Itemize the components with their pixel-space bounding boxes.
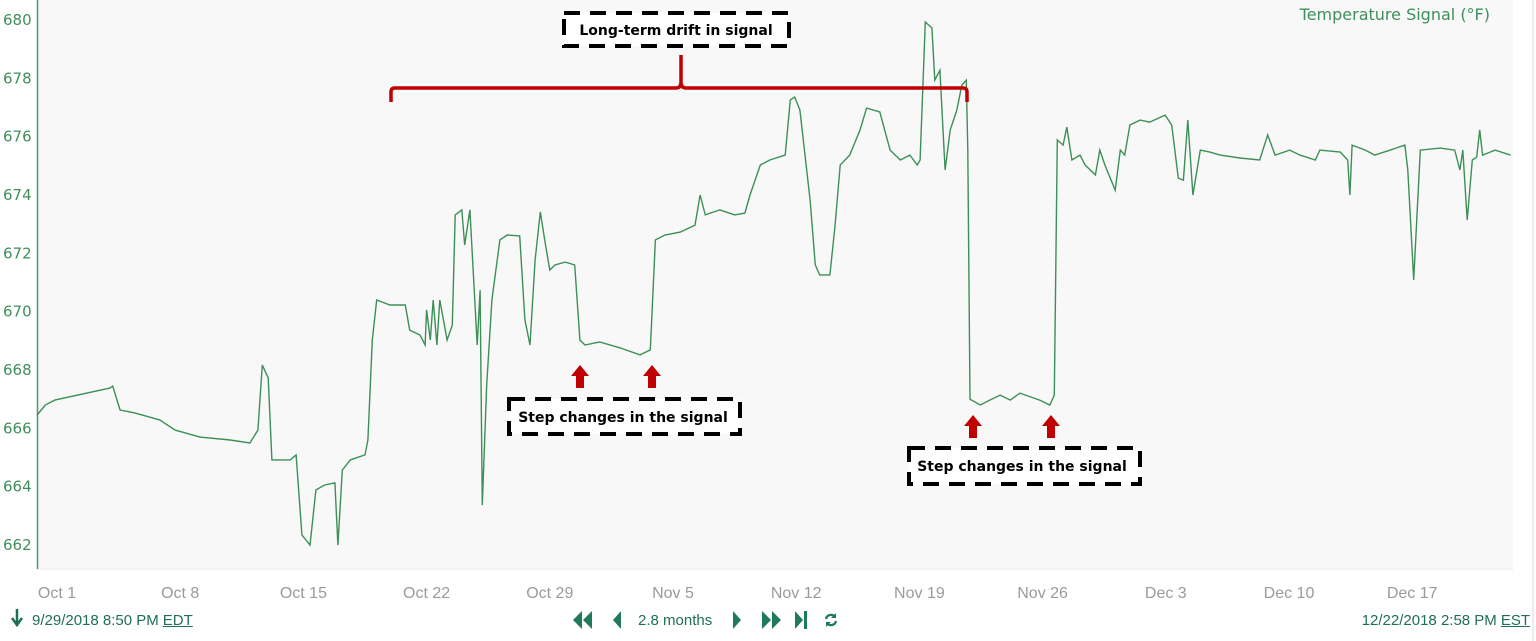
start-time-display: 9/29/2018 8:50 PM EDT [10, 608, 193, 633]
end-timezone-link[interactable]: EST [1500, 611, 1530, 629]
arrow-up-icon [1042, 415, 1060, 438]
x-tick-label: Oct 8 [161, 585, 199, 602]
x-tick-label: Oct 1 [38, 585, 76, 602]
step-label-1: Step changes in the signal [518, 410, 728, 426]
y-tick-label: 672 [3, 244, 32, 262]
end-time-display: 12/22/2018 2:58 PM EST [1362, 609, 1530, 631]
series-line [36, 20, 1511, 547]
arrow-up-icon [571, 365, 589, 388]
x-tick-label: Nov 26 [1017, 585, 1068, 602]
rewind-icon[interactable] [570, 610, 596, 630]
chart-title: Temperature Signal (°F) [1299, 5, 1490, 24]
x-tick-label: Oct 15 [280, 585, 327, 602]
download-arrow-icon[interactable] [10, 608, 24, 633]
y-tick-label: 662 [3, 536, 32, 554]
start-timezone-link[interactable]: EDT [162, 611, 193, 629]
end-time: 12/22/2018 2:58 PM [1361, 611, 1497, 629]
step-annotation-2: Step changes in the signal [907, 415, 1142, 486]
x-tick-label: Dec 3 [1145, 585, 1187, 602]
x-tick-label: Dec 17 [1387, 585, 1438, 602]
y-tick-label: 666 [3, 419, 32, 437]
refresh-icon[interactable] [824, 612, 838, 628]
start-time: 9/29/2018 8:50 PM [32, 611, 159, 629]
y-tick-label: 674 [3, 186, 32, 204]
fast-forward-icon[interactable] [760, 610, 784, 630]
x-tick-label: Dec 10 [1264, 585, 1315, 602]
step-label-2: Step changes in the signal [917, 459, 1127, 475]
arrow-up-icon [964, 415, 982, 438]
time-range-label[interactable]: 2.8 months [638, 611, 713, 629]
y-tick-label: 668 [3, 361, 32, 379]
x-tick-label: Nov 5 [652, 585, 694, 602]
step-annotation-1: Step changes in the signal [507, 365, 742, 436]
jump-to-end-icon[interactable] [794, 610, 808, 630]
step-forward-icon[interactable] [732, 610, 742, 630]
plot-area [37, 0, 1513, 569]
step-label-box-1 [507, 397, 742, 436]
drift-label: Long-term drift in signal [579, 23, 772, 39]
drift-label-box [562, 11, 791, 48]
time-navigation: 2.8 months [570, 609, 838, 631]
x-tick-label: Nov 12 [771, 585, 822, 602]
y-tick-label: 670 [3, 303, 32, 321]
y-tick-label: 664 [3, 478, 32, 496]
x-tick-label: Oct 22 [403, 585, 450, 602]
y-tick-label: 676 [3, 128, 32, 146]
drift-annotation: Long-term drift in signal [389, 11, 969, 102]
step-back-icon[interactable] [612, 610, 622, 630]
arrow-up-icon [643, 365, 661, 388]
x-tick-label: Oct 29 [526, 585, 573, 602]
drift-bracket [389, 55, 969, 102]
y-tick-label: 680 [3, 11, 32, 29]
step-label-box-2 [907, 446, 1142, 486]
x-tick-label: Nov 19 [894, 585, 945, 602]
y-tick-label: 678 [3, 69, 32, 87]
